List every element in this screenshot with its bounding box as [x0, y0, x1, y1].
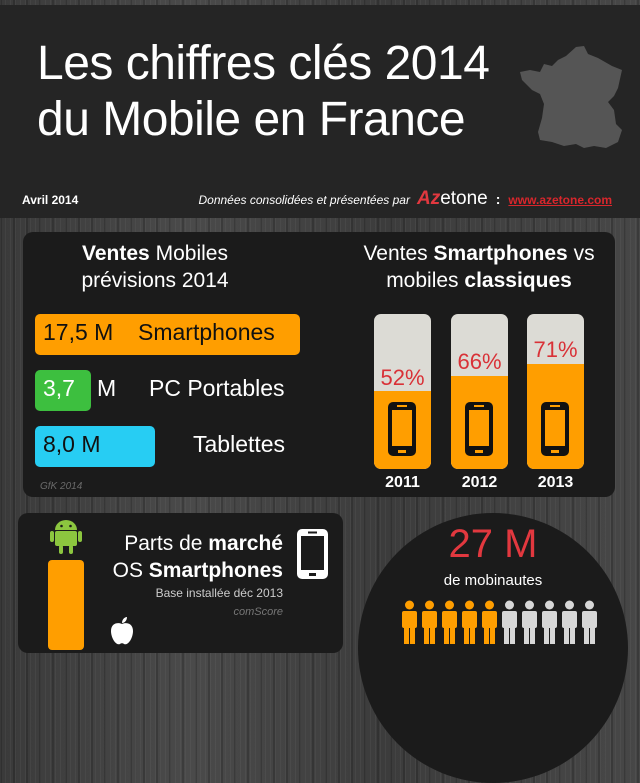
credit-text: Données consolidées et présentées par	[198, 193, 410, 207]
person-icon	[482, 600, 497, 644]
person-icon	[562, 600, 577, 644]
page-title: Les chiffres clés 2014 du Mobile en Fran…	[37, 36, 490, 148]
bar-label: Tablettes	[193, 431, 286, 457]
title-line-2: du Mobile en France	[37, 93, 466, 146]
person-icon	[582, 600, 597, 644]
person-icon	[462, 600, 477, 644]
source-comscore: comScore	[233, 606, 283, 618]
year-label: 2013	[537, 474, 574, 491]
smartphone-icon	[388, 402, 416, 456]
bar-value: 8,0 M	[43, 431, 101, 457]
people-pictogram	[401, 600, 598, 644]
bar-label: Smartphones	[138, 319, 275, 345]
unit-label: M	[97, 375, 117, 401]
person-icon	[522, 600, 537, 644]
azetone-link[interactable]: www.azetone.com	[508, 193, 612, 207]
sales-2014-title: Ventes Mobiles prévisions 2014	[81, 242, 229, 292]
bar-value: 3,7	[43, 375, 75, 401]
share-pct: 66%	[457, 349, 502, 374]
share-bar-2013: 71%	[527, 314, 584, 469]
header	[0, 5, 640, 218]
mobile-users-value: 27 M	[448, 522, 538, 566]
person-icon	[542, 600, 557, 644]
credit-line: Données consolidées et présentées par Az…	[198, 188, 612, 210]
bar-smartphones: 17,5 M Smartphones	[35, 314, 300, 355]
year-label: 2012	[461, 474, 498, 491]
france-map-icon	[520, 46, 622, 148]
bar-pc-portables: 3,7	[35, 370, 91, 411]
person-icon	[502, 600, 517, 644]
os-share-title: Parts de marché OS Smartphones	[112, 532, 283, 582]
smartphone-share-title: Ventes Smartphones vs mobiles classiques	[363, 242, 595, 292]
bar-label: PC Portables	[149, 375, 285, 401]
mobile-users-label: de mobinautes	[443, 572, 543, 589]
share-bar-2012: 66%	[451, 314, 508, 469]
smartphone-icon	[541, 402, 569, 456]
apple-icon	[111, 617, 133, 645]
share-pct: 52%	[380, 365, 425, 390]
person-icon	[422, 600, 437, 644]
smartphone-icon	[465, 402, 493, 456]
share-bar-2011: 52%	[374, 314, 431, 469]
separator: :	[495, 191, 501, 207]
share-pct: 71%	[533, 337, 578, 362]
person-icon	[442, 600, 457, 644]
android-share-bar	[48, 560, 84, 650]
person-icon	[402, 600, 417, 644]
year-label: 2011	[385, 474, 420, 491]
android-icon	[50, 520, 82, 554]
smartphone-outline-icon	[297, 529, 328, 579]
bar-value: 17,5 M	[43, 319, 114, 345]
azetone-logo: Azetone	[416, 188, 488, 209]
title-line-1: Les chiffres clés 2014	[37, 37, 490, 90]
source-gfk: GfK 2014	[40, 481, 83, 492]
bar-tablettes: 8,0 M	[35, 426, 155, 467]
os-share-subtitle: Base installée déc 2013	[155, 586, 283, 600]
publication-date: Avril 2014	[22, 193, 79, 207]
